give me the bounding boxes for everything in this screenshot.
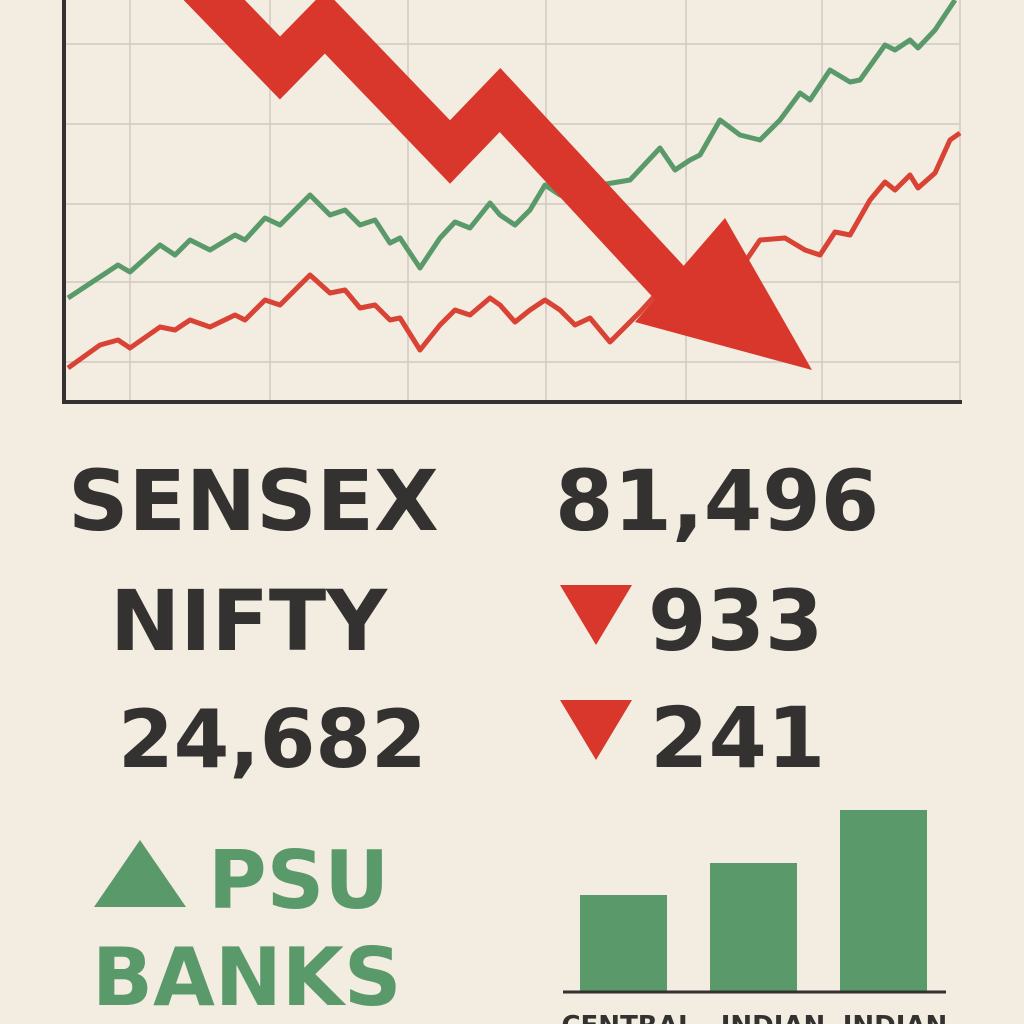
up-triangle bbox=[94, 840, 186, 907]
index-name: NIFTY bbox=[110, 572, 388, 670]
axes bbox=[62, 0, 962, 404]
bar-label: INDIAN bbox=[843, 1011, 948, 1024]
change-value: 241 bbox=[650, 689, 825, 787]
sector-title: BANKS bbox=[92, 931, 401, 1024]
down-arrow-shaft bbox=[183, 0, 707, 320]
index-value: 81,496 bbox=[555, 452, 879, 550]
down-arrow-head bbox=[635, 218, 812, 370]
bar bbox=[840, 810, 927, 991]
bar-label: INDIAN bbox=[721, 1011, 826, 1024]
sector-title: PSU bbox=[208, 834, 389, 927]
bar-label: CENTRAL bbox=[561, 1011, 694, 1024]
change-value: 933 bbox=[648, 572, 823, 670]
index-name: SENSEX bbox=[68, 452, 439, 550]
bar bbox=[580, 895, 667, 991]
index-value: 24,682 bbox=[118, 693, 427, 786]
bar bbox=[710, 863, 797, 991]
down-triangle bbox=[560, 700, 632, 760]
red-line bbox=[66, 130, 962, 371]
down-triangle bbox=[560, 585, 632, 645]
green-line bbox=[66, 0, 958, 301]
grid bbox=[64, 0, 961, 402]
